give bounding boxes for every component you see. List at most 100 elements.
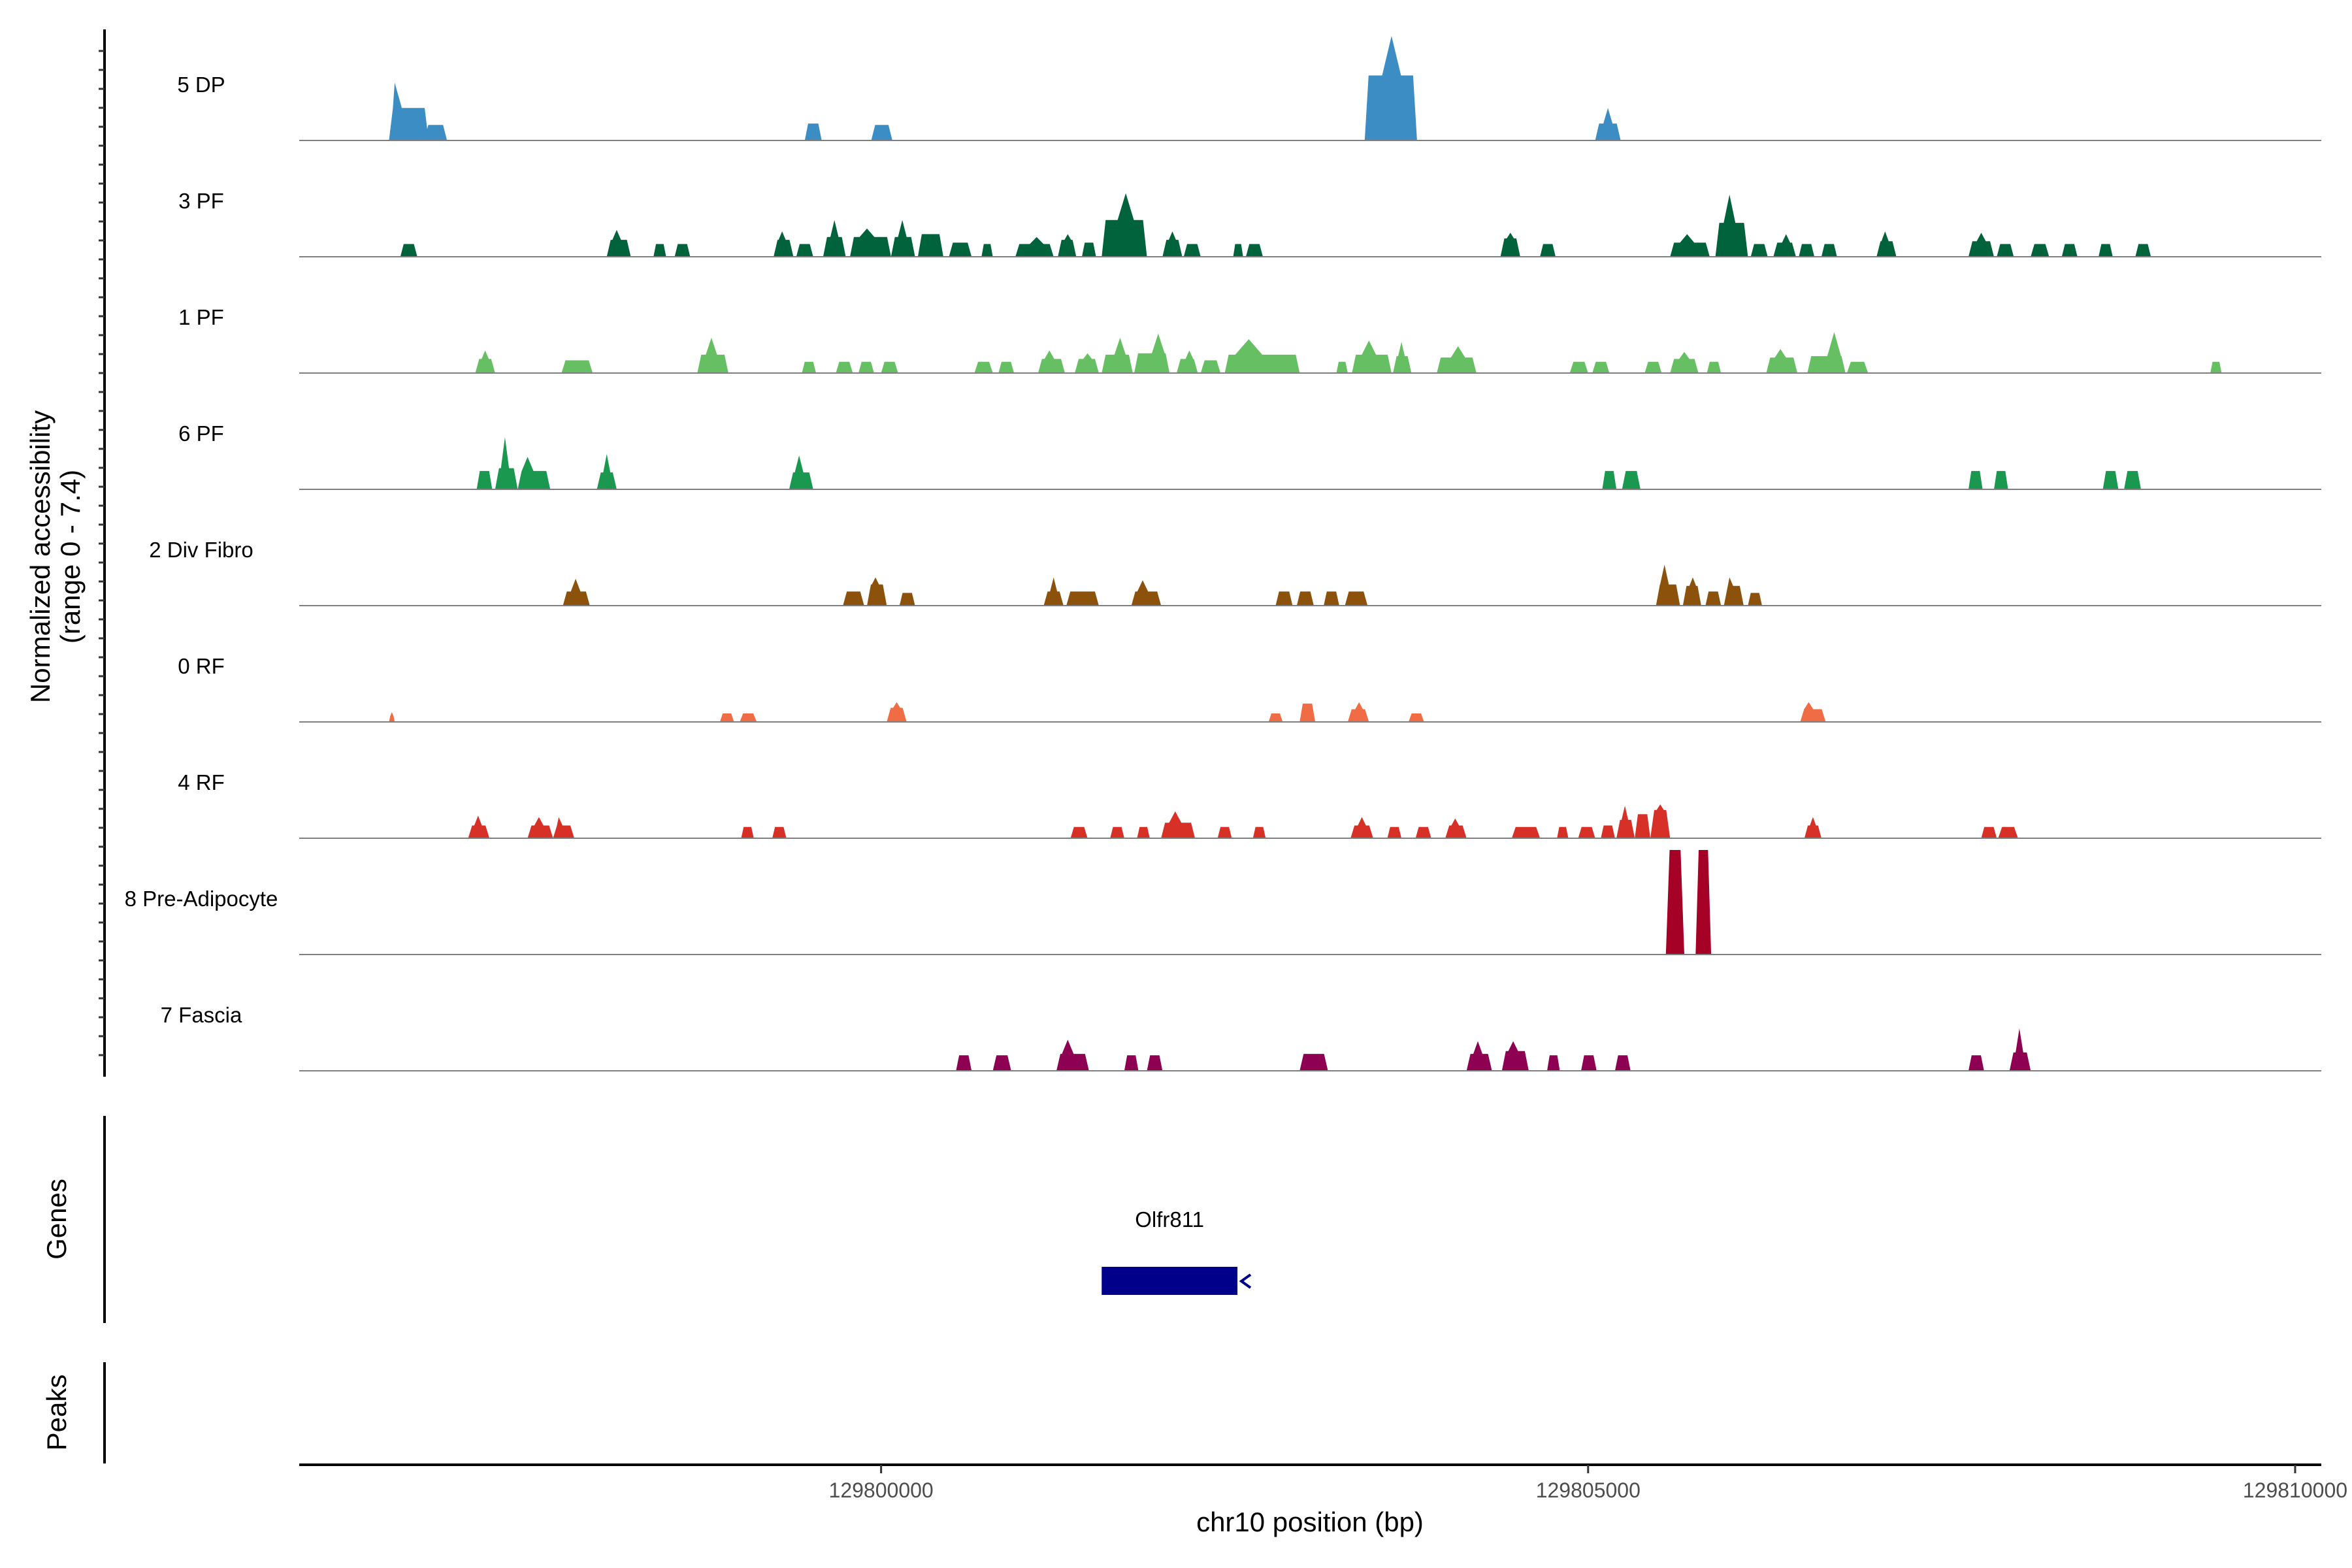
accessibility-peak (2009, 1028, 2031, 1071)
accessibility-peak (1997, 244, 2014, 257)
accessibility-peak (389, 82, 429, 140)
accessibility-peak (674, 244, 691, 257)
x-tick-label: 129805000 (1536, 1478, 1641, 1502)
track-label: 3 PF (178, 189, 224, 213)
accessibility-peak (719, 713, 734, 722)
track-4-rf: 4 RF (178, 770, 2321, 839)
y-axis-title: Normalized accessibility(range 0 - 7.4) (25, 410, 86, 703)
gene-annotations: Olfr811 (1102, 1207, 1252, 1295)
accessibility-peak (1821, 244, 1837, 257)
accessibility-peak (802, 361, 817, 373)
accessibility-peak (1804, 817, 1821, 838)
accessibility-peak (1075, 353, 1099, 373)
track-6-pf: 6 PF (178, 421, 2321, 490)
x-axis-title: chr10 position (bp) (1196, 1507, 1424, 1537)
accessibility-peak (1968, 233, 1994, 257)
accessibility-peak (1082, 242, 1096, 257)
accessibility-peak (1299, 703, 1316, 722)
accessibility-peak (890, 220, 915, 257)
accessibility-peak (389, 711, 395, 722)
accessibility-peak (774, 231, 794, 257)
accessibility-peak (1324, 591, 1339, 606)
accessibility-peak (1056, 1039, 1089, 1071)
peaks-track: Peaks (41, 1362, 106, 1463)
track-label: 5 DP (177, 73, 225, 97)
accessibility-peak (553, 817, 574, 838)
accessibility-peak (992, 1055, 1011, 1071)
accessibility-peak (1299, 1054, 1328, 1071)
accessibility-peak (1347, 702, 1369, 722)
accessibility-peak (1246, 244, 1263, 257)
accessibility-peak (1602, 470, 1617, 489)
accessibility-peak (1275, 591, 1293, 606)
track-label: 7 Fascia (161, 1003, 242, 1027)
accessibility-peak (1183, 244, 1201, 257)
track-label: 8 Pre-Adipocyte (125, 887, 278, 911)
accessibility-peak (740, 713, 757, 722)
gene-label: Olfr811 (1135, 1207, 1204, 1232)
accessibility-peak (1547, 1055, 1560, 1071)
accessibility-peak (1224, 339, 1300, 373)
accessibility-peak (956, 1055, 972, 1071)
accessibility-peak (1131, 580, 1162, 606)
accessibility-peak (1124, 1055, 1139, 1071)
accessibility-peak (1635, 814, 1650, 838)
accessibility-peak (1445, 818, 1467, 838)
accessibility-peak (527, 817, 553, 838)
accessibility-peak (1233, 244, 1243, 257)
accessibility-peak (1670, 351, 1699, 373)
track-label: 4 RF (178, 770, 225, 794)
accessibility-peak (998, 361, 1015, 373)
accessibility-peak (1147, 1055, 1163, 1071)
strand-arrow (1239, 1273, 1252, 1289)
accessibility-peak (1102, 193, 1147, 257)
accessibility-peak (1766, 349, 1798, 373)
accessibility-peak (2135, 244, 2151, 257)
peaks-track-label: Peaks (41, 1375, 72, 1451)
accessibility-peak (1595, 108, 1621, 140)
accessibility-peak (2210, 361, 2222, 373)
accessibility-peak (1043, 577, 1064, 606)
accessibility-peak (1578, 826, 1595, 838)
accessibility-peak (1037, 350, 1065, 373)
accessibility-peak (476, 470, 493, 489)
accessibility-peak (1177, 350, 1198, 373)
accessibility-peak (561, 360, 593, 373)
accessibility-peak (424, 125, 448, 140)
accessibility-peak (1350, 817, 1373, 838)
accessibility-peak (563, 578, 590, 606)
x-axis-ticks: 129800000 129805000 129810000 (829, 1465, 2347, 1502)
accessibility-peak (1415, 826, 1431, 838)
accessibility-peak (2099, 244, 2113, 257)
accessibility-peak (1569, 361, 1588, 373)
accessibility-peak (981, 244, 993, 257)
accessibility-peak (1345, 591, 1368, 606)
accessibility-peak (1644, 361, 1662, 373)
accessibility-peak (1592, 361, 1610, 373)
accessibility-peak (1501, 1041, 1529, 1071)
accessibility-peak (1622, 470, 1641, 489)
track-5-dp: 5 DP (177, 36, 2321, 141)
y-axis: Normalized accessibility(range 0 - 7.4) (25, 29, 106, 1077)
accessibility-peak (2061, 244, 2078, 257)
accessibility-peak (653, 244, 666, 257)
accessibility-peak (1070, 826, 1088, 838)
track-1-pf: 1 PF (178, 305, 2321, 374)
accessibility-peak (1670, 234, 1710, 257)
accessibility-peak (1500, 233, 1520, 257)
accessibility-peak (1511, 826, 1541, 838)
accessibility-peak (1252, 826, 1266, 838)
accessibility-peak (823, 220, 846, 257)
track-8-pre-adipocyte: 8 Pre-Adipocyte (125, 850, 2321, 955)
gene-olfr811: Olfr811 (1102, 1207, 1252, 1295)
accessibility-peak (1715, 194, 1748, 257)
accessibility-peak (1665, 850, 1684, 955)
accessibility-peak (881, 361, 898, 373)
accessibility-peak (843, 591, 864, 606)
accessibility-peak (1656, 564, 1680, 606)
accessibility-peak (1102, 337, 1133, 373)
accessibility-peak (796, 244, 813, 257)
accessibility-peak (917, 234, 943, 257)
track-0-rf: 0 RF (178, 654, 2321, 723)
accessibility-peak (1352, 340, 1392, 373)
